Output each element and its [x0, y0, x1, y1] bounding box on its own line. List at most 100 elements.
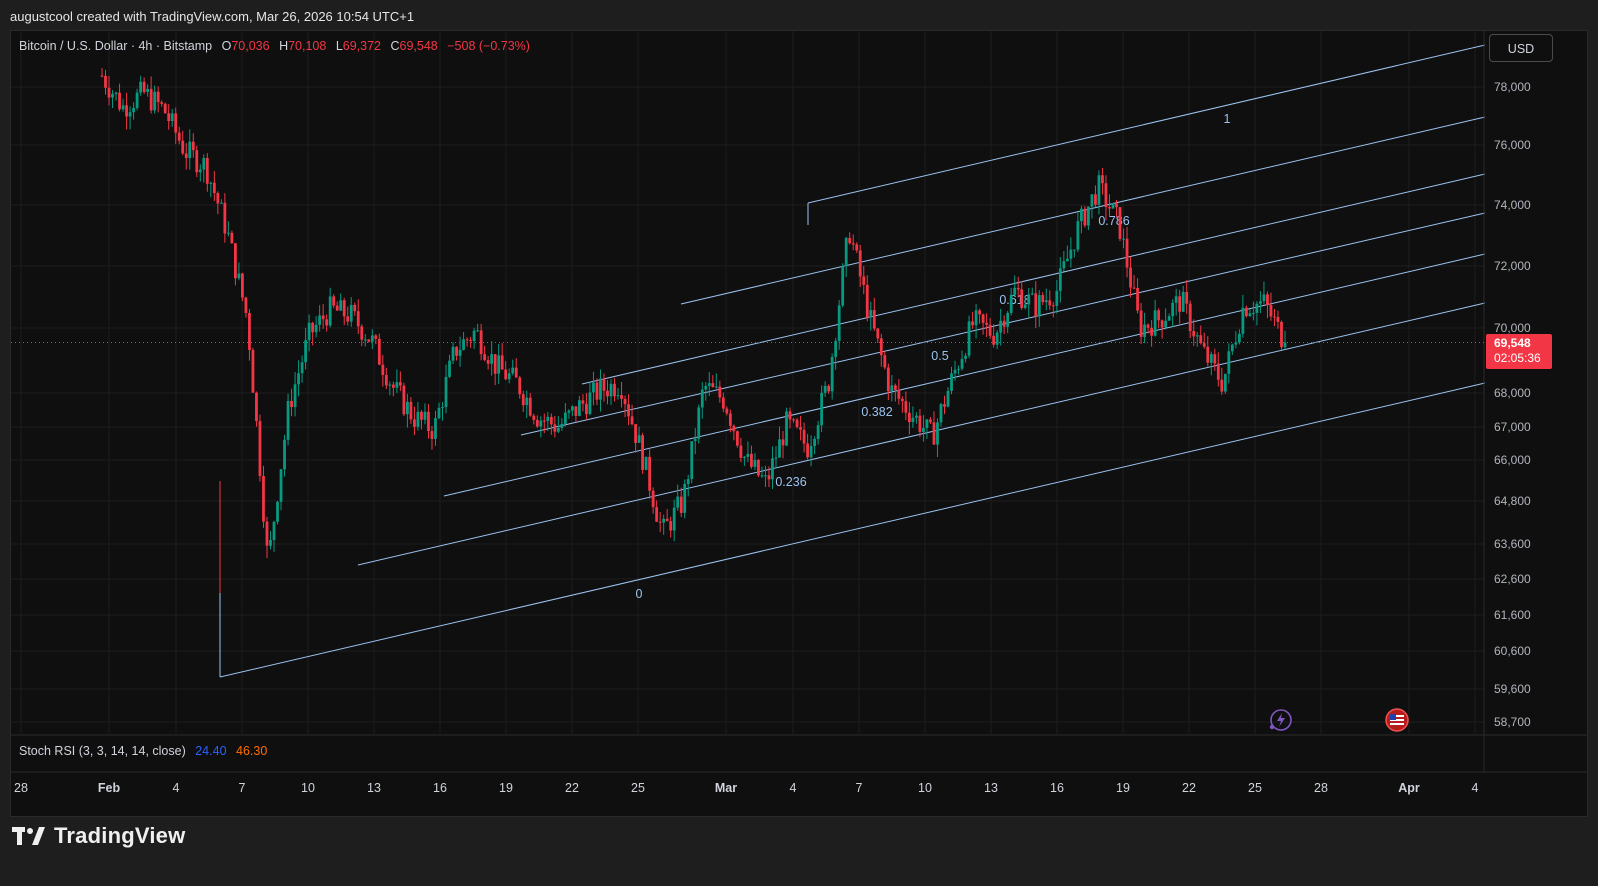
candle-body [837, 305, 841, 341]
last-price-value: 69,548 [1494, 336, 1531, 350]
candle-body [1185, 291, 1189, 304]
candle-body [813, 438, 817, 447]
candle-body [922, 427, 925, 432]
time-tick-label: 25 [1248, 781, 1262, 795]
candle-body [125, 105, 128, 117]
candle-body [735, 431, 739, 446]
stoch-rsi-legend[interactable]: Stoch RSI (3, 3, 14, 14, close) 24.40 46… [19, 744, 267, 758]
candle-body [834, 340, 838, 357]
candle-body [588, 392, 592, 415]
candle-body [1016, 287, 1020, 290]
candle-body [128, 112, 132, 117]
candle-body [1276, 316, 1280, 322]
candle-body [1234, 342, 1238, 345]
chart-frame[interactable]: 1 0.786 0.618 0.5 0.382 0.236 0 78,000 76,000 74… [10, 30, 1588, 817]
tradingview-logo-icon [12, 827, 45, 845]
candle-body [448, 360, 451, 377]
candle-body [570, 406, 574, 411]
candle-body [205, 158, 209, 184]
candle-body [574, 406, 578, 416]
time-tick-label: 4 [1472, 781, 1479, 795]
candle-body [265, 521, 269, 546]
candle-body [609, 383, 613, 397]
candle-body [318, 315, 322, 325]
stoch-rsi-label[interactable]: Stoch RSI (3, 3, 14, 14, close) [19, 744, 186, 758]
candle-body [370, 335, 374, 342]
candle-body [251, 349, 255, 393]
candle-body [198, 169, 202, 173]
candle-body [255, 392, 258, 422]
candle-body [792, 419, 795, 421]
candle-body [332, 296, 336, 306]
candle-body [311, 322, 315, 333]
candle-body [1069, 249, 1073, 259]
candle-body [107, 87, 111, 98]
close-value: 69,548 [399, 39, 438, 53]
candle-body [1255, 303, 1259, 313]
candle-body [1023, 304, 1027, 308]
candle-body [511, 367, 515, 374]
candle-body [1129, 267, 1132, 288]
candle-body [1223, 373, 1227, 392]
candle-body [630, 416, 634, 425]
fib-channel-line [219, 382, 1486, 678]
currency-button[interactable]: USD [1489, 34, 1553, 62]
candle-body [184, 153, 188, 159]
candle-body [974, 310, 978, 326]
candle-body [858, 250, 862, 277]
candle-body [1213, 354, 1217, 364]
candle-body [1160, 320, 1164, 328]
candle-body [1051, 305, 1055, 307]
candle-body [1259, 301, 1262, 304]
symbol-name[interactable]: Bitcoin / U.S. Dollar · 4h · Bitstamp [19, 39, 213, 53]
candle-body [427, 411, 430, 432]
candle-body [416, 411, 420, 427]
us-flag-economic-event-icon[interactable] [1384, 707, 1410, 733]
candle-body [644, 456, 648, 470]
candle-body [406, 401, 409, 415]
candle-body [886, 367, 890, 392]
candle-body [226, 232, 230, 234]
candle-body [167, 113, 171, 122]
candle-body [915, 415, 918, 418]
fib-channel-line [357, 302, 1486, 566]
candle-body [907, 412, 911, 423]
time-tick-label: 19 [1116, 781, 1130, 795]
candle-body [1058, 268, 1062, 291]
candle-body [272, 521, 276, 540]
candle-body [1209, 354, 1213, 363]
candle-body [321, 315, 325, 320]
candle-body [1167, 316, 1171, 321]
candle-body [1101, 175, 1104, 184]
candle-body [1269, 305, 1273, 317]
candle-body [802, 429, 806, 444]
candle-body [1034, 293, 1038, 317]
candle-body [728, 413, 732, 426]
candle-body [1065, 258, 1069, 262]
candle-body [542, 420, 546, 422]
candle-body [188, 141, 192, 159]
candle-body [490, 354, 494, 364]
candle-body [1139, 310, 1143, 337]
symbol-legend[interactable]: Bitcoin / U.S. Dollar · 4h · Bitstamp O7… [19, 39, 530, 53]
lightning-event-icon[interactable] [1268, 707, 1294, 733]
time-tick-label: Apr [1398, 781, 1420, 795]
candle-body [1266, 294, 1269, 306]
candle-body [946, 390, 950, 407]
candle-body [174, 113, 178, 133]
candle-body [704, 385, 708, 390]
candle-body [398, 382, 402, 386]
candle-body [1009, 294, 1013, 313]
candle-body [788, 411, 792, 420]
candle-body [195, 150, 199, 173]
candle-body [1097, 175, 1101, 205]
candle-body [462, 339, 465, 350]
candle-body [1076, 221, 1080, 250]
candle-body [381, 364, 385, 375]
candle-body [658, 521, 662, 523]
candle-body [718, 386, 722, 398]
candle-body [451, 346, 455, 361]
candle-body [1094, 194, 1097, 205]
candle-body [904, 401, 908, 413]
